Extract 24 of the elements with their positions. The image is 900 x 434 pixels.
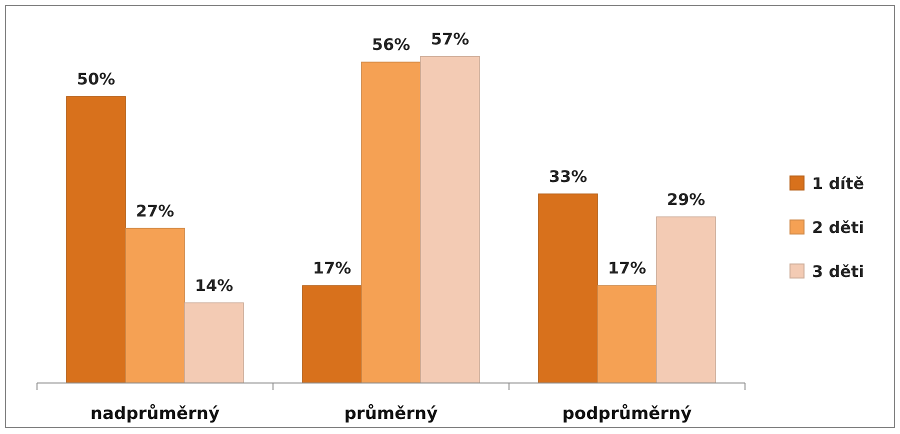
data-label: 50% (76, 70, 116, 89)
data-label: 27% (136, 201, 174, 220)
legend-label: 1 dítě (812, 174, 864, 193)
x-tick-label: průměrný (344, 404, 438, 424)
bar (597, 285, 657, 384)
data-label: 29% (666, 190, 706, 209)
bar (66, 96, 126, 384)
bar (302, 285, 362, 384)
bar (125, 228, 185, 384)
legend-label: 3 děti (812, 262, 864, 281)
data-label: 17% (608, 258, 646, 278)
x-tick-label: nadprůměrný (90, 404, 220, 424)
data-label: 14% (194, 276, 234, 295)
x-tick-label: podprůměrný (562, 404, 692, 424)
data-label: 17% (312, 258, 352, 278)
data-label: 33% (548, 166, 588, 186)
bar (656, 216, 716, 384)
bar (420, 56, 480, 384)
bar (361, 62, 421, 384)
bar (538, 194, 598, 384)
data-label: 56% (372, 35, 410, 54)
legend-label: 2 děti (812, 218, 864, 237)
data-label: 57% (430, 29, 470, 48)
bar (184, 302, 244, 384)
